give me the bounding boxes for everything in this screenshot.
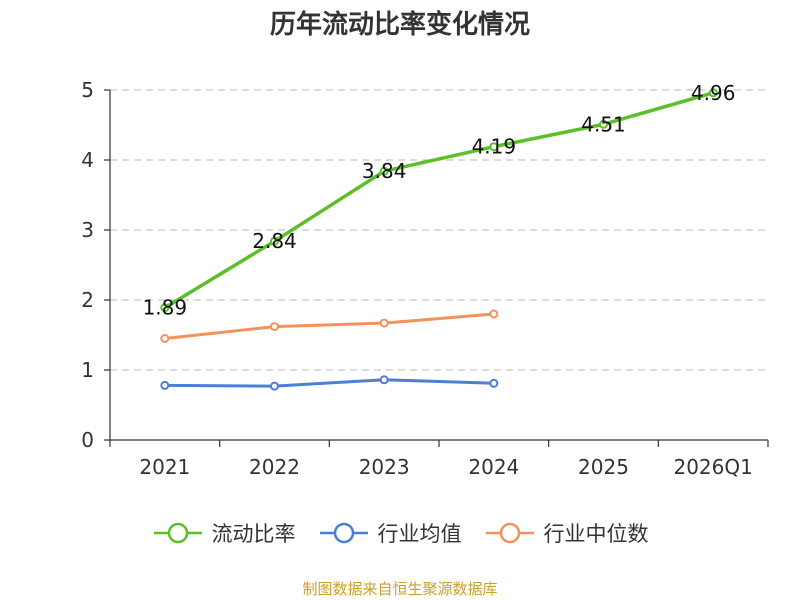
- data-point: [708, 88, 718, 98]
- data-point: [379, 166, 389, 176]
- data-label: 1.89: [143, 296, 188, 320]
- series-line: [164, 378, 494, 388]
- y-tick-label: 5: [81, 78, 94, 102]
- legend-label: 行业中位数: [543, 522, 649, 546]
- x-tick-label: 2026Q1: [673, 455, 752, 479]
- data-point: [160, 303, 170, 313]
- series-line: [163, 91, 714, 310]
- legend-line-marker-icon: [153, 522, 202, 544]
- legend-item-industry-median[interactable]: 行业中位数: [484, 518, 649, 548]
- series-line: [164, 312, 494, 340]
- x-tick-label: 2021: [139, 455, 190, 479]
- data-label: 4.19: [472, 135, 517, 159]
- legend-line-marker-icon: [319, 522, 368, 544]
- data-point: [270, 322, 279, 332]
- data-point: [379, 318, 389, 328]
- y-tick-label: 2: [81, 288, 94, 312]
- legend-item-industry-mean[interactable]: 行业均值: [318, 518, 462, 548]
- data-point: [489, 378, 499, 388]
- source-note: 制图数据来自恒生聚源数据库: [302, 580, 498, 598]
- grid-lines: [110, 89, 768, 371]
- data-point: [599, 119, 608, 129]
- x-tick-label: 2024: [468, 455, 519, 479]
- y-tick-label: 3: [81, 218, 94, 242]
- data-labels: 1.89 2.84 3.84 4.19 4.51 4.96: [143, 81, 736, 320]
- data-label: 4.96: [691, 81, 736, 105]
- data-point: [379, 375, 389, 385]
- legend-line-marker-icon: [485, 522, 534, 544]
- data-point: [160, 380, 170, 390]
- data-label: 2.84: [252, 229, 297, 253]
- data-point: [489, 309, 499, 319]
- data-point: [270, 381, 279, 391]
- chart-title: 历年流动比率变化情况: [269, 10, 530, 40]
- y-tick-label: 1: [81, 358, 94, 382]
- y-tick-label: 0: [81, 428, 94, 452]
- x-tick-label: 2023: [359, 455, 410, 479]
- legend: 流动比率 行业均值 行业中位数: [0, 518, 800, 548]
- y-tick-label: 4: [81, 148, 94, 172]
- legend-label: 行业均值: [377, 522, 462, 546]
- legend-item-current-ratio[interactable]: 流动比率: [152, 518, 296, 548]
- data-label: 4.51: [581, 112, 626, 136]
- axes: 0 1 2 3 4 5 2021 2022 2023 2024 2025 2026Q1: [81, 78, 769, 479]
- data-label: 3.84: [362, 159, 407, 183]
- data-point: [160, 334, 170, 343]
- series-lines: [160, 88, 718, 391]
- legend-label: 流动比率: [211, 522, 296, 546]
- data-point: [489, 142, 499, 152]
- x-tick-label: 2022: [249, 455, 300, 479]
- x-tick-label: 2025: [578, 455, 629, 479]
- data-point: [270, 236, 279, 246]
